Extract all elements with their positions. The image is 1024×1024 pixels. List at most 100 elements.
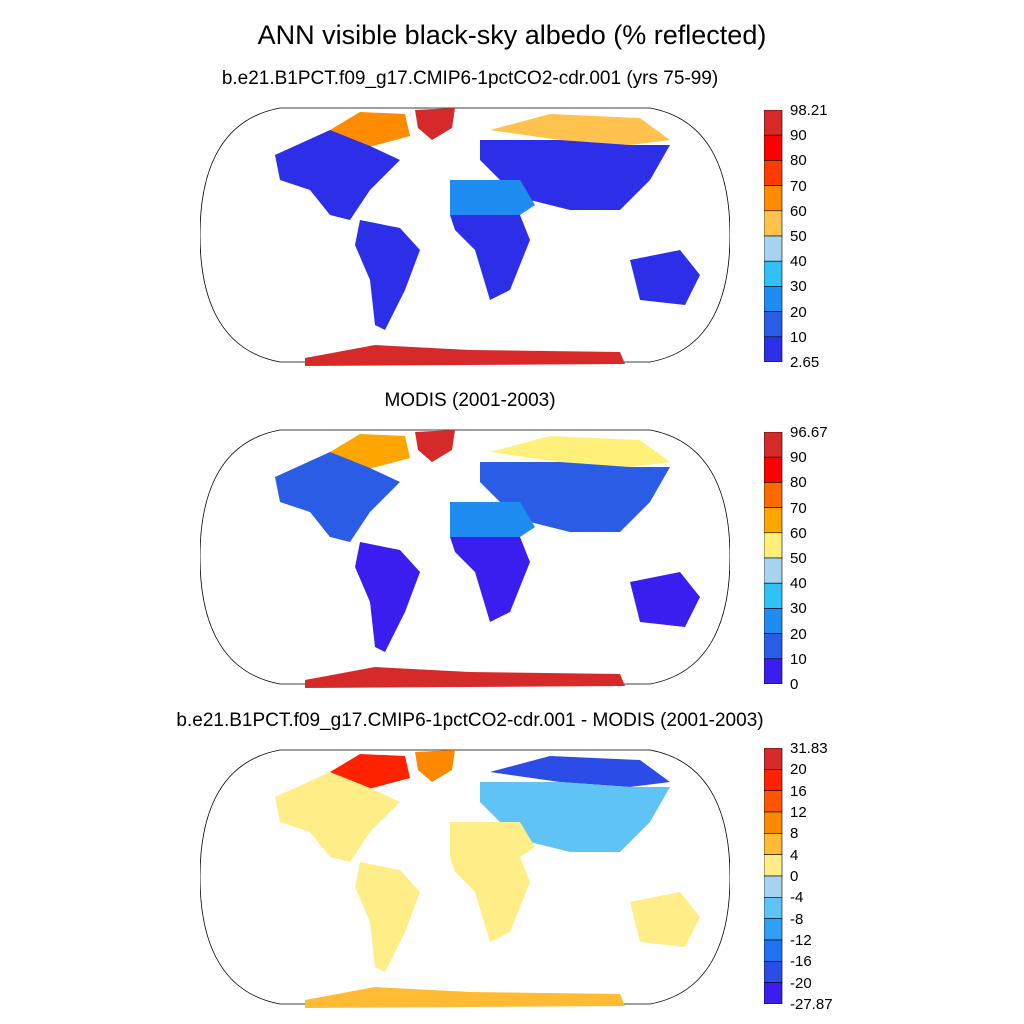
colorbar-tick-label: 0 bbox=[790, 868, 799, 885]
colorbar-tick-label: 60 bbox=[790, 202, 807, 220]
colorbar-swatch bbox=[764, 833, 783, 855]
region-south-america bbox=[355, 862, 420, 972]
colorbar-swatch bbox=[764, 897, 783, 919]
colorbar-swatch bbox=[764, 658, 783, 684]
colorbar-tick-label: 90 bbox=[790, 449, 807, 467]
colorbar-swatch bbox=[764, 961, 783, 983]
colorbar-tick-label: 90 bbox=[790, 127, 807, 145]
colorbar-swatch bbox=[764, 769, 783, 791]
colorbar-swatch bbox=[764, 875, 783, 898]
colorbar-swatch bbox=[764, 110, 783, 136]
colorbar-swatch bbox=[764, 286, 783, 312]
region-australia bbox=[630, 572, 700, 627]
region-greenland bbox=[415, 750, 455, 782]
colorbar-swatch bbox=[764, 311, 783, 338]
colorbar-tick-label: -16 bbox=[790, 953, 812, 971]
colorbar-swatch bbox=[764, 260, 783, 287]
colorbar-swatch bbox=[764, 918, 783, 941]
colorbar-swatch bbox=[764, 235, 783, 262]
colorbar-swatch bbox=[764, 482, 783, 508]
colorbar-tick-label: -27.87 bbox=[790, 996, 833, 1013]
region-antarctica bbox=[305, 987, 625, 1008]
colorbar-swatch bbox=[764, 854, 783, 877]
colorbar-tick-label: -8 bbox=[790, 910, 804, 928]
region-north-africa bbox=[450, 822, 535, 857]
colorbar-tick-label: 50 bbox=[790, 550, 807, 567]
region-greenland bbox=[415, 108, 455, 140]
region-australia bbox=[630, 250, 700, 305]
colorbar-tick-label: -20 bbox=[790, 974, 812, 992]
region-siberia bbox=[490, 114, 670, 145]
colorbar-swatch bbox=[764, 160, 783, 186]
region-greenland bbox=[415, 430, 455, 462]
colorbar-swatch bbox=[764, 633, 783, 660]
panel-2-colorbar: 96.67 90 80 70 60 50 40 30 20 10 0 bbox=[764, 425, 854, 693]
panel-1-colorbar: 98.21 90 80 70 60 50 40 30 20 10 2.65 bbox=[764, 103, 854, 371]
colorbar-swatch bbox=[764, 532, 783, 559]
panel-3-title: b.e21.B1PCT.f09_g17.CMIP6-1pctCO2-cdr.00… bbox=[176, 710, 764, 731]
colorbar-swatch bbox=[764, 557, 783, 584]
region-north-africa bbox=[450, 502, 535, 537]
colorbar-tick-label: -12 bbox=[790, 932, 812, 949]
colorbar-swatch bbox=[764, 185, 783, 212]
region-south-america bbox=[355, 220, 420, 330]
colorbar-tick-label: -4 bbox=[790, 889, 804, 907]
colorbar-tick-label: 40 bbox=[790, 253, 807, 271]
colorbar-swatch bbox=[764, 748, 783, 770]
colorbar-tick-label: 4 bbox=[790, 846, 799, 864]
colorbar-tick-label: 96.67 bbox=[790, 424, 828, 441]
colorbar-swatch bbox=[764, 134, 783, 161]
colorbar-tick-label: 60 bbox=[790, 524, 807, 542]
region-africa bbox=[450, 857, 530, 942]
region-north-america bbox=[275, 130, 400, 220]
colorbar-tick-label: 2.65 bbox=[790, 354, 820, 371]
colorbar-swatch bbox=[764, 336, 783, 362]
colorbar-tick-label: 31.83 bbox=[790, 740, 828, 757]
colorbar-tick-label: 20 bbox=[790, 625, 807, 643]
colorbar-tick-label: 80 bbox=[790, 474, 807, 492]
colorbar-tick-label: 10 bbox=[790, 650, 807, 668]
region-north-america bbox=[275, 452, 400, 542]
colorbar-tick-label: 8 bbox=[790, 825, 799, 843]
colorbar-tick-label: 70 bbox=[790, 177, 807, 195]
colorbar-swatch bbox=[764, 608, 783, 634]
panel-1-map bbox=[200, 107, 730, 366]
colorbar-tick-label: 80 bbox=[790, 152, 807, 170]
region-antarctica bbox=[305, 345, 625, 366]
colorbar-tick-label: 20 bbox=[790, 761, 807, 779]
colorbar-tick-label: 40 bbox=[790, 575, 807, 593]
panel-1-title: b.e21.B1PCT.f09_g17.CMIP6-1pctCO2-cdr.00… bbox=[221, 68, 719, 89]
colorbar-tick-label: 50 bbox=[790, 228, 807, 245]
colorbar-tick-label: 16 bbox=[790, 782, 807, 800]
panel-3-colorbar: 31.83 20 16 12 8 4 0 -4 -8 -12 -16 -20 -27.87 bbox=[764, 741, 854, 1012]
region-antarctica bbox=[305, 667, 625, 688]
colorbar-swatch bbox=[764, 811, 783, 834]
region-siberia bbox=[490, 436, 670, 467]
colorbar-swatch bbox=[764, 982, 783, 1004]
colorbar-tick-label: 20 bbox=[790, 303, 807, 321]
colorbar-tick-label: 98.21 bbox=[790, 102, 828, 119]
colorbar-swatch bbox=[764, 456, 783, 483]
region-north-america bbox=[275, 772, 400, 862]
region-siberia bbox=[490, 756, 670, 787]
colorbar-tick-label: 30 bbox=[790, 278, 807, 296]
colorbar-tick-label: 70 bbox=[790, 499, 807, 517]
colorbar-swatch bbox=[764, 507, 783, 534]
region-africa bbox=[450, 215, 530, 300]
colorbar-swatch bbox=[764, 939, 783, 962]
colorbar-tick-label: 12 bbox=[790, 804, 807, 821]
colorbar-tick-label: 0 bbox=[790, 676, 799, 693]
panel-3-map bbox=[200, 749, 730, 1008]
colorbar-tick-label: 10 bbox=[790, 328, 807, 346]
colorbar-swatch bbox=[764, 790, 783, 813]
region-north-africa bbox=[450, 180, 535, 215]
panel-2-title: MODIS (2001-2003) bbox=[384, 390, 556, 411]
colorbar-swatch bbox=[764, 432, 783, 458]
colorbar-swatch bbox=[764, 582, 783, 609]
colorbar-swatch bbox=[764, 210, 783, 237]
panel-2-map bbox=[200, 429, 730, 688]
figure-title: ANN visible black-sky albedo (% reflecte… bbox=[257, 20, 767, 50]
colorbar-tick-label: 30 bbox=[790, 600, 807, 618]
region-south-america bbox=[355, 542, 420, 652]
region-africa bbox=[450, 537, 530, 622]
